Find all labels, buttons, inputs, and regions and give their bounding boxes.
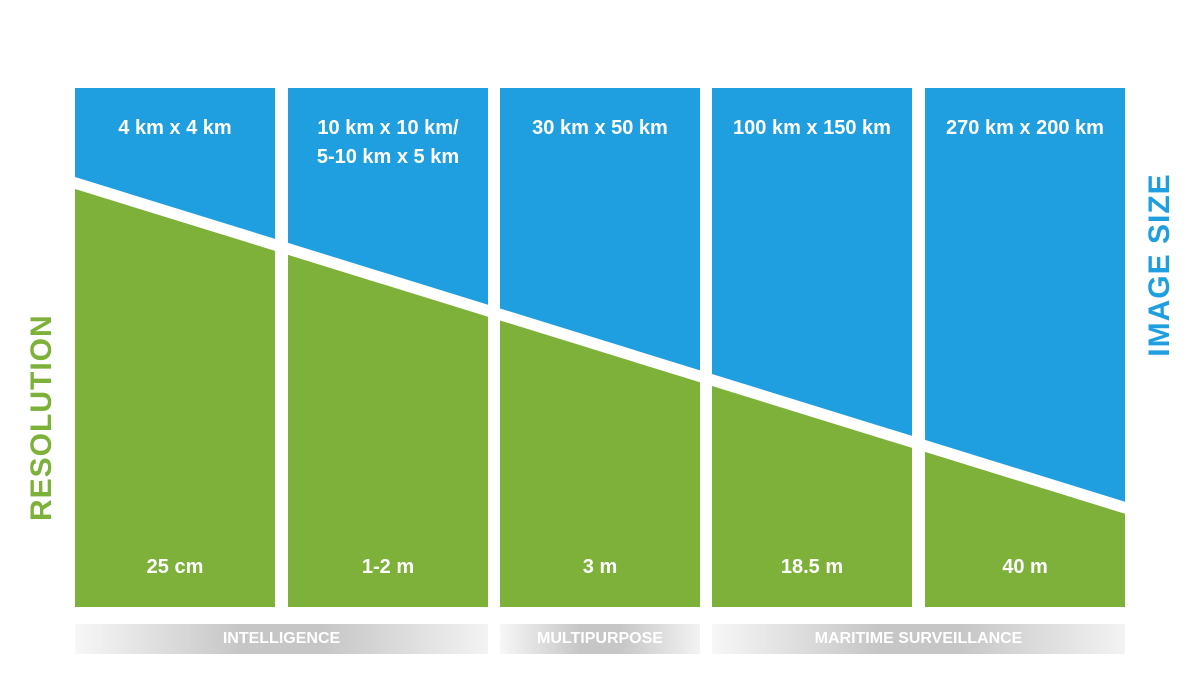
image-size-area-4	[712, 88, 912, 436]
resolution-label-2: 1-2 m	[361, 556, 415, 578]
category-intelligence: INTELLIGENCE	[75, 624, 488, 654]
resolution-area-2	[288, 254, 488, 607]
resolution-label-4: 18.5 m	[780, 556, 844, 578]
category-multipurpose: MULTIPURPOSE	[500, 624, 700, 654]
resolution-area-1	[75, 189, 275, 607]
image-size-label-5: 270 km x 200 km	[946, 117, 1104, 139]
resolution-axis-label: RESOLUTION	[25, 314, 58, 521]
resolution-label-1: 25 cm	[146, 556, 204, 578]
image-size-label-2: 10 km x 10 km/ 5-10 km x 5 km	[316, 117, 460, 168]
image-size-axis-label: IMAGE SIZE	[1143, 173, 1176, 357]
image-size-area-3	[500, 88, 700, 371]
image-size-area-1	[75, 88, 275, 239]
category-maritime-surveillance: MARITIME SURVEILLANCE	[712, 624, 1125, 654]
image-size-label-4: 100 km x 150 km	[733, 117, 891, 139]
image-size-label-1: 4 km x 4 km	[118, 117, 232, 139]
resolution-area-4	[712, 386, 912, 607]
image-size-area-2	[288, 88, 488, 305]
resolution-area-3	[500, 320, 700, 607]
image-size-area-5	[925, 88, 1125, 502]
image-size-label-3: 30 km x 50 km	[532, 117, 668, 139]
resolution-label-5: 40 m	[1002, 556, 1048, 578]
resolution-area-5	[925, 451, 1125, 607]
resolution-label-3: 3 m	[582, 556, 618, 578]
